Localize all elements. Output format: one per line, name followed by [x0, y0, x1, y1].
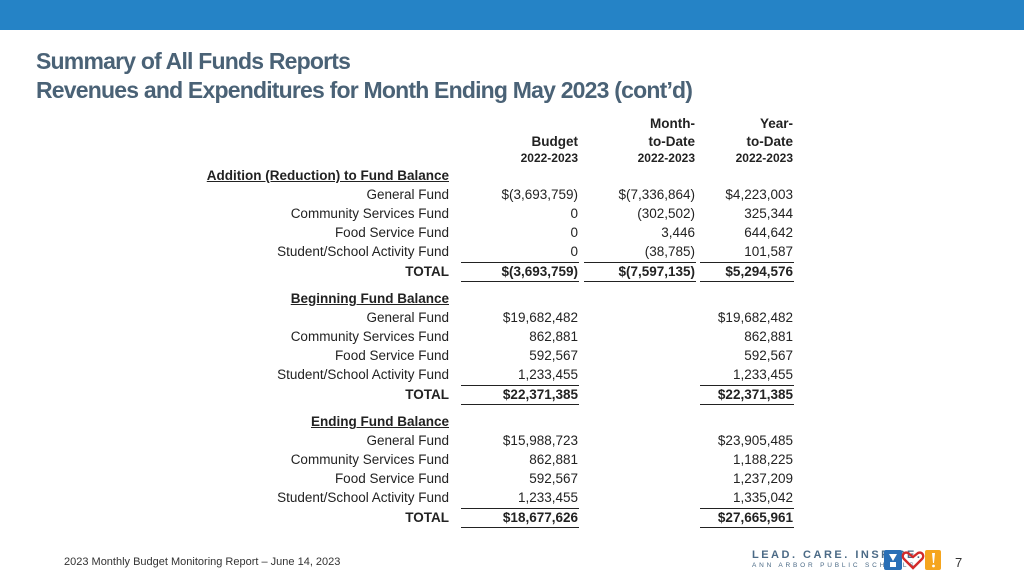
row-label: Community Services Fund	[290, 206, 449, 221]
cell-ytd: 1,335,042	[732, 490, 793, 505]
total-rule	[461, 527, 579, 528]
total-budget: $18,677,626	[502, 510, 578, 525]
cell-ytd: 101,587	[744, 244, 793, 259]
cell-budget: 0	[570, 206, 578, 221]
row-label: General Fund	[366, 187, 449, 202]
slide-title: Summary of All Funds Reports Revenues an…	[36, 47, 693, 105]
cell-ytd: 862,881	[744, 329, 793, 344]
cell-ytd: 1,237,209	[732, 471, 793, 486]
total-rule	[584, 262, 696, 263]
row-label: Food Service Fund	[334, 348, 449, 363]
total-rule	[461, 262, 579, 263]
cell-ytd: 644,642	[744, 225, 793, 240]
cell-ytd: $23,905,485	[717, 433, 793, 448]
total-rule	[700, 508, 794, 509]
cell-budget: 0	[570, 244, 578, 259]
footer-text: 2023 Monthly Budget Monitoring Report – …	[64, 556, 341, 568]
total-ytd: $27,665,961	[717, 510, 793, 525]
header-mtd-period: 2022-2023	[637, 151, 695, 165]
row-label: Food Service Fund	[334, 471, 449, 486]
total-rule	[461, 281, 579, 282]
total-rule	[700, 281, 794, 282]
row-label: Student/School Activity Fund	[277, 244, 449, 259]
cell-mtd: (302,502)	[637, 206, 695, 221]
logo-tagline: LEAD. CARE. INSPIRE.	[752, 549, 923, 561]
logo-icons	[884, 550, 941, 570]
header-ytd-period: 2022-2023	[735, 151, 793, 165]
total-mtd: $(7,597,135)	[618, 264, 695, 279]
total-rule	[461, 404, 579, 405]
page-number: 7	[955, 555, 963, 570]
cell-ytd: 325,344	[744, 206, 793, 221]
row-label: General Fund	[366, 433, 449, 448]
cell-budget: 592,567	[529, 471, 578, 486]
cell-ytd: 1,233,455	[732, 367, 793, 382]
cell-budget: 592,567	[529, 348, 578, 363]
heart-icon	[901, 551, 925, 570]
cell-ytd: 592,567	[744, 348, 793, 363]
cell-mtd: 3,446	[661, 225, 695, 240]
cell-budget: 862,881	[529, 452, 578, 467]
header-mtd-line1: Month-	[650, 116, 695, 131]
total-rule	[461, 385, 579, 386]
school-logo: LEAD. CARE. INSPIRE. ANN ARBOR PUBLIC SC…	[752, 549, 922, 569]
cell-budget: 1,233,455	[517, 367, 578, 382]
total-budget: $22,371,385	[502, 387, 578, 402]
total-budget: $(3,693,759)	[501, 264, 578, 279]
cell-ytd: 1,188,225	[732, 452, 793, 467]
header-ytd-line2: to-Date	[746, 134, 794, 149]
row-label: Student/School Activity Fund	[277, 490, 449, 505]
total-rule	[461, 508, 579, 509]
total-rule	[584, 281, 696, 282]
cell-ytd: $4,223,003	[725, 187, 793, 202]
total-label: TOTAL	[405, 264, 449, 279]
total-ytd: $5,294,576	[725, 264, 793, 279]
row-label: Community Services Fund	[290, 452, 449, 467]
row-label: Food Service Fund	[334, 225, 449, 240]
cell-budget: 1,233,455	[517, 490, 578, 505]
total-ytd: $22,371,385	[717, 387, 793, 402]
cell-budget: $19,682,482	[502, 310, 578, 325]
section-heading-beginning: Beginning Fund Balance	[290, 291, 449, 306]
cell-mtd: (38,785)	[644, 244, 695, 259]
title-line-1: Summary of All Funds Reports	[36, 48, 351, 74]
section-heading-ending: Ending Fund Balance	[310, 414, 449, 429]
total-label: TOTAL	[405, 510, 449, 525]
total-rule	[700, 404, 794, 405]
cell-budget: 862,881	[529, 329, 578, 344]
cell-budget: $(3,693,759)	[501, 187, 578, 202]
top-bar	[0, 0, 1024, 30]
total-rule	[700, 527, 794, 528]
total-label: TOTAL	[405, 387, 449, 402]
header-ytd-line1: Year-	[759, 116, 793, 131]
header-budget: Budget	[531, 134, 579, 149]
row-label: General Fund	[366, 310, 449, 325]
cell-ytd: $19,682,482	[717, 310, 793, 325]
logo-district: ANN ARBOR PUBLIC SCHOOLS	[752, 562, 917, 569]
row-label: Community Services Fund	[290, 329, 449, 344]
header-budget-period: 2022-2023	[520, 151, 578, 165]
total-rule	[700, 262, 794, 263]
cell-budget: $15,988,723	[502, 433, 578, 448]
title-line-2: Revenues and Expenditures for Month Endi…	[36, 76, 693, 103]
row-label: Student/School Activity Fund	[277, 367, 449, 382]
cell-budget: 0	[570, 225, 578, 240]
section-heading-addition: Addition (Reduction) to Fund Balance	[206, 168, 449, 183]
total-rule	[700, 385, 794, 386]
cell-mtd: $(7,336,864)	[618, 187, 695, 202]
header-mtd-line2: to-Date	[648, 134, 696, 149]
